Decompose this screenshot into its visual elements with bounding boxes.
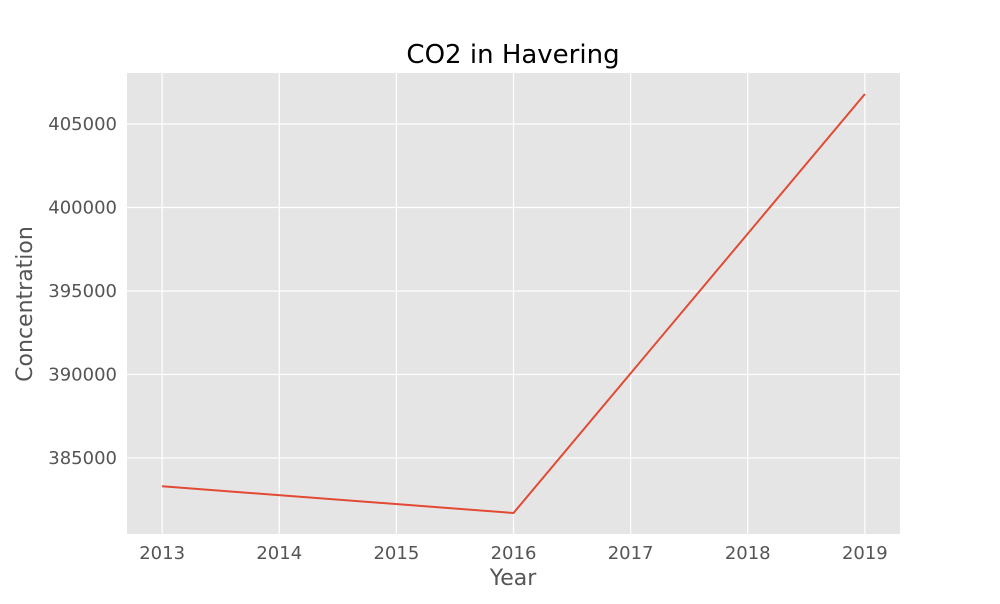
series-layer bbox=[162, 93, 866, 514]
y-tick-label: 385000 bbox=[48, 448, 117, 469]
y-tick-label: 395000 bbox=[48, 281, 117, 302]
x-tick-label: 2014 bbox=[256, 543, 302, 564]
chart-title: CO2 in Havering bbox=[406, 40, 619, 70]
x-tick-label: 2016 bbox=[491, 543, 537, 564]
x-tick-label: 2019 bbox=[842, 543, 888, 564]
y-tick-label: 400000 bbox=[48, 197, 117, 218]
y-tick-label: 405000 bbox=[48, 114, 117, 135]
y-tick-label: 390000 bbox=[48, 364, 117, 385]
x-axis-label: Year bbox=[489, 566, 538, 591]
x-tick-label: 2017 bbox=[608, 543, 654, 564]
x-tick-label: 2013 bbox=[139, 543, 185, 564]
y-axis-label: Concentration bbox=[13, 226, 38, 382]
grid bbox=[127, 73, 900, 534]
series-line bbox=[162, 93, 866, 514]
x-tick-label: 2015 bbox=[373, 543, 419, 564]
x-tick-label: 2018 bbox=[725, 543, 771, 564]
y-tick-labels: 385000 390000 395000 400000 405000 bbox=[48, 114, 117, 469]
x-tick-labels: 2013 2014 2015 2016 2017 2018 2019 bbox=[139, 543, 888, 564]
